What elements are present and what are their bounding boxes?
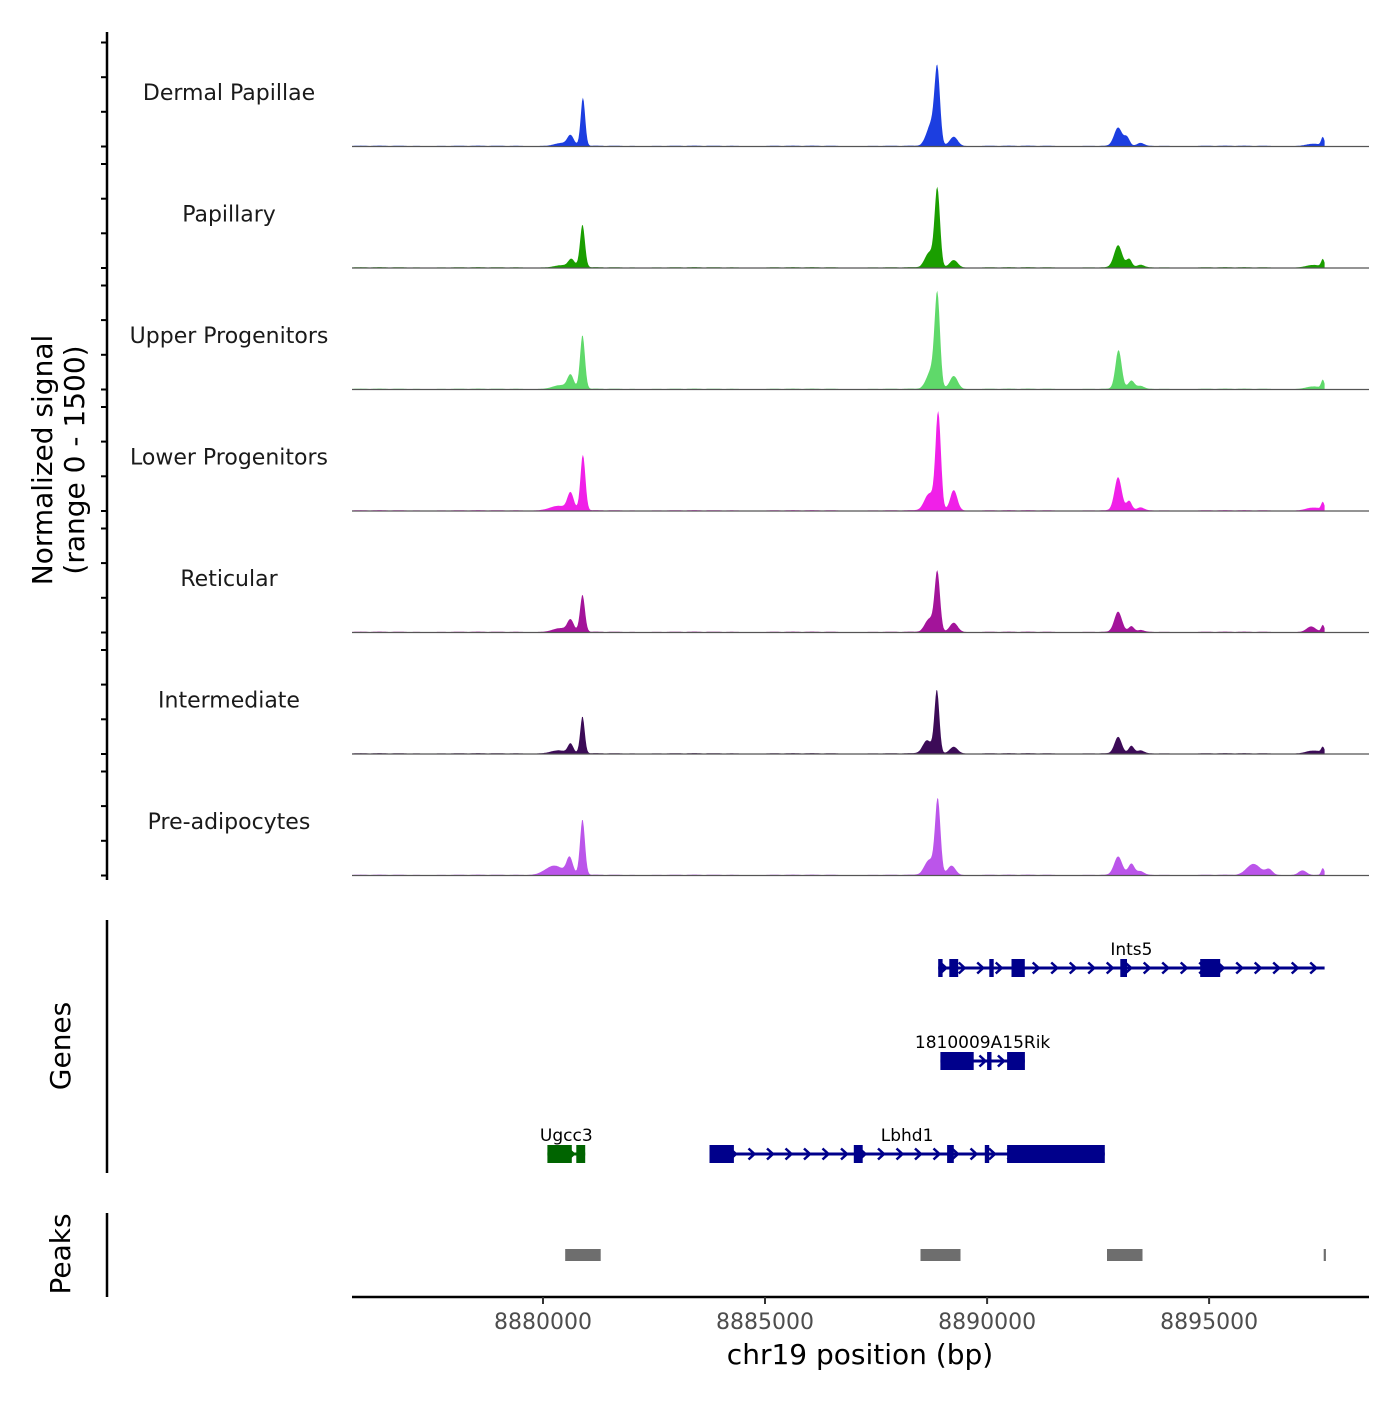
peak-region xyxy=(920,1249,961,1261)
peak-region xyxy=(1107,1249,1143,1261)
coverage-tracks: Dermal Papillae Papillary Upper Progenitor… xyxy=(130,64,1369,877)
gene-lbhd1: Lbhd1 xyxy=(709,1126,1105,1163)
gene-exon xyxy=(989,959,994,977)
strand-arrow xyxy=(1050,961,1060,975)
strand-arrow xyxy=(784,1147,794,1161)
gene-1810009a15rik: 1810009A15Rik xyxy=(915,1033,1051,1070)
x-axis-label: chr19 position (bp) xyxy=(727,1338,993,1371)
strand-arrow xyxy=(978,1054,988,1068)
strand-arrow xyxy=(747,1147,757,1161)
strand-arrow xyxy=(895,1147,905,1161)
gene-label: 1810009A15Rik xyxy=(915,1033,1051,1053)
track-label: Lower Progenitors xyxy=(130,446,328,471)
track-label: Papillary xyxy=(182,203,276,228)
gene-exon xyxy=(987,1052,992,1070)
gene-label: Ints5 xyxy=(1110,940,1152,960)
strand-arrow xyxy=(914,1147,923,1161)
track-label: Upper Progenitors xyxy=(130,324,329,349)
strand-arrow xyxy=(1031,961,1041,975)
strand-arrow xyxy=(1235,961,1245,975)
strand-arrow xyxy=(994,961,1004,975)
strand-arrow xyxy=(1142,961,1152,975)
gene-exon xyxy=(576,1145,586,1163)
track-signal-area xyxy=(352,798,1325,876)
track-signal-area xyxy=(352,570,1325,633)
strand-arrow xyxy=(957,961,967,975)
track-signal-area xyxy=(352,690,1325,754)
track-lower-progenitors: Lower Progenitors xyxy=(130,411,1369,512)
gene-exon xyxy=(947,1145,954,1163)
strand-arrow xyxy=(1068,961,1078,975)
strand-arrow xyxy=(951,1147,960,1161)
strand-arrow xyxy=(1161,961,1171,975)
strand-arrow xyxy=(1309,961,1319,975)
gene-label: Lbhd1 xyxy=(881,1126,934,1146)
track-papillary: Papillary xyxy=(182,186,1369,269)
y-axis-label: Normalized signal xyxy=(26,335,59,586)
x-axis-ticks: 8880000 8885000 8890000 8895000 xyxy=(494,1297,1258,1335)
gene-ugcc3: Ugcc3 xyxy=(540,1126,593,1163)
strand-arrow xyxy=(1272,961,1282,975)
track-label: Reticular xyxy=(180,567,278,592)
track-upper-progenitors: Upper Progenitors xyxy=(130,290,1369,391)
strand-arrow xyxy=(877,1147,886,1161)
strand-arrow xyxy=(803,1147,812,1161)
coverage-y-ticks xyxy=(101,41,107,877)
strand-arrow xyxy=(997,1054,1006,1068)
x-tick-label: 8890000 xyxy=(938,1310,1036,1335)
gene-exon xyxy=(547,1145,572,1163)
track-signal-area xyxy=(352,186,1325,268)
track-pre-adipocytes: Pre-adipocytes xyxy=(148,798,1369,877)
strand-arrow xyxy=(1179,961,1189,975)
strand-arrow xyxy=(1253,961,1263,975)
track-signal-area xyxy=(352,411,1325,511)
strand-arrow xyxy=(932,1147,942,1161)
strand-arrow xyxy=(976,961,986,975)
peak-region xyxy=(1323,1249,1326,1261)
strand-arrow xyxy=(821,1147,831,1161)
track-intermediate: Intermediate xyxy=(158,689,1369,755)
gene-exon xyxy=(1200,959,1221,977)
track-label: Dermal Papillae xyxy=(143,81,315,106)
genes-panel-label: Genes xyxy=(44,1002,77,1090)
gene-exon xyxy=(938,959,943,977)
strand-arrow xyxy=(1290,961,1300,975)
x-tick-label: 8885000 xyxy=(716,1310,814,1335)
strand-arrow xyxy=(988,1147,997,1161)
track-label: Intermediate xyxy=(158,689,300,714)
strand-arrow xyxy=(969,1147,979,1161)
gene-exon xyxy=(984,1145,990,1163)
gene-exon xyxy=(1007,1052,1025,1070)
gene-annotations: Ints5 1810009A15Rik Ugcc3 Lbhd1 xyxy=(540,940,1325,1163)
track-reticular: Reticular xyxy=(180,567,1369,634)
peak-region xyxy=(565,1249,601,1261)
track-label: Pre-adipocytes xyxy=(148,810,311,835)
strand-arrow xyxy=(1124,961,1134,975)
track-dermal-papillae: Dermal Papillae xyxy=(143,64,1369,148)
gene-exon xyxy=(1007,1145,1105,1163)
peaks-panel-label: Peaks xyxy=(44,1213,77,1294)
gene-exon xyxy=(949,959,959,977)
gene-exon xyxy=(1011,959,1025,977)
x-tick-label: 8880000 xyxy=(494,1310,592,1335)
peak-regions xyxy=(565,1249,1326,1261)
strand-arrow xyxy=(1087,961,1097,975)
gene-label: Ugcc3 xyxy=(540,1126,593,1146)
gene-exon xyxy=(1120,959,1127,977)
strand-arrow xyxy=(766,1147,775,1161)
strand-arrow xyxy=(840,1147,849,1161)
gene-exon xyxy=(940,1052,974,1070)
y-axis-label-range: (range 0 - 1500) xyxy=(58,345,91,574)
x-tick-label: 8895000 xyxy=(1160,1310,1258,1335)
track-signal-area xyxy=(352,64,1325,147)
gene-exon xyxy=(709,1145,734,1163)
track-signal-area xyxy=(352,290,1325,390)
strand-arrow xyxy=(1105,961,1115,975)
gene-ints5: Ints5 xyxy=(938,940,1325,977)
gene-exon xyxy=(853,1145,863,1163)
